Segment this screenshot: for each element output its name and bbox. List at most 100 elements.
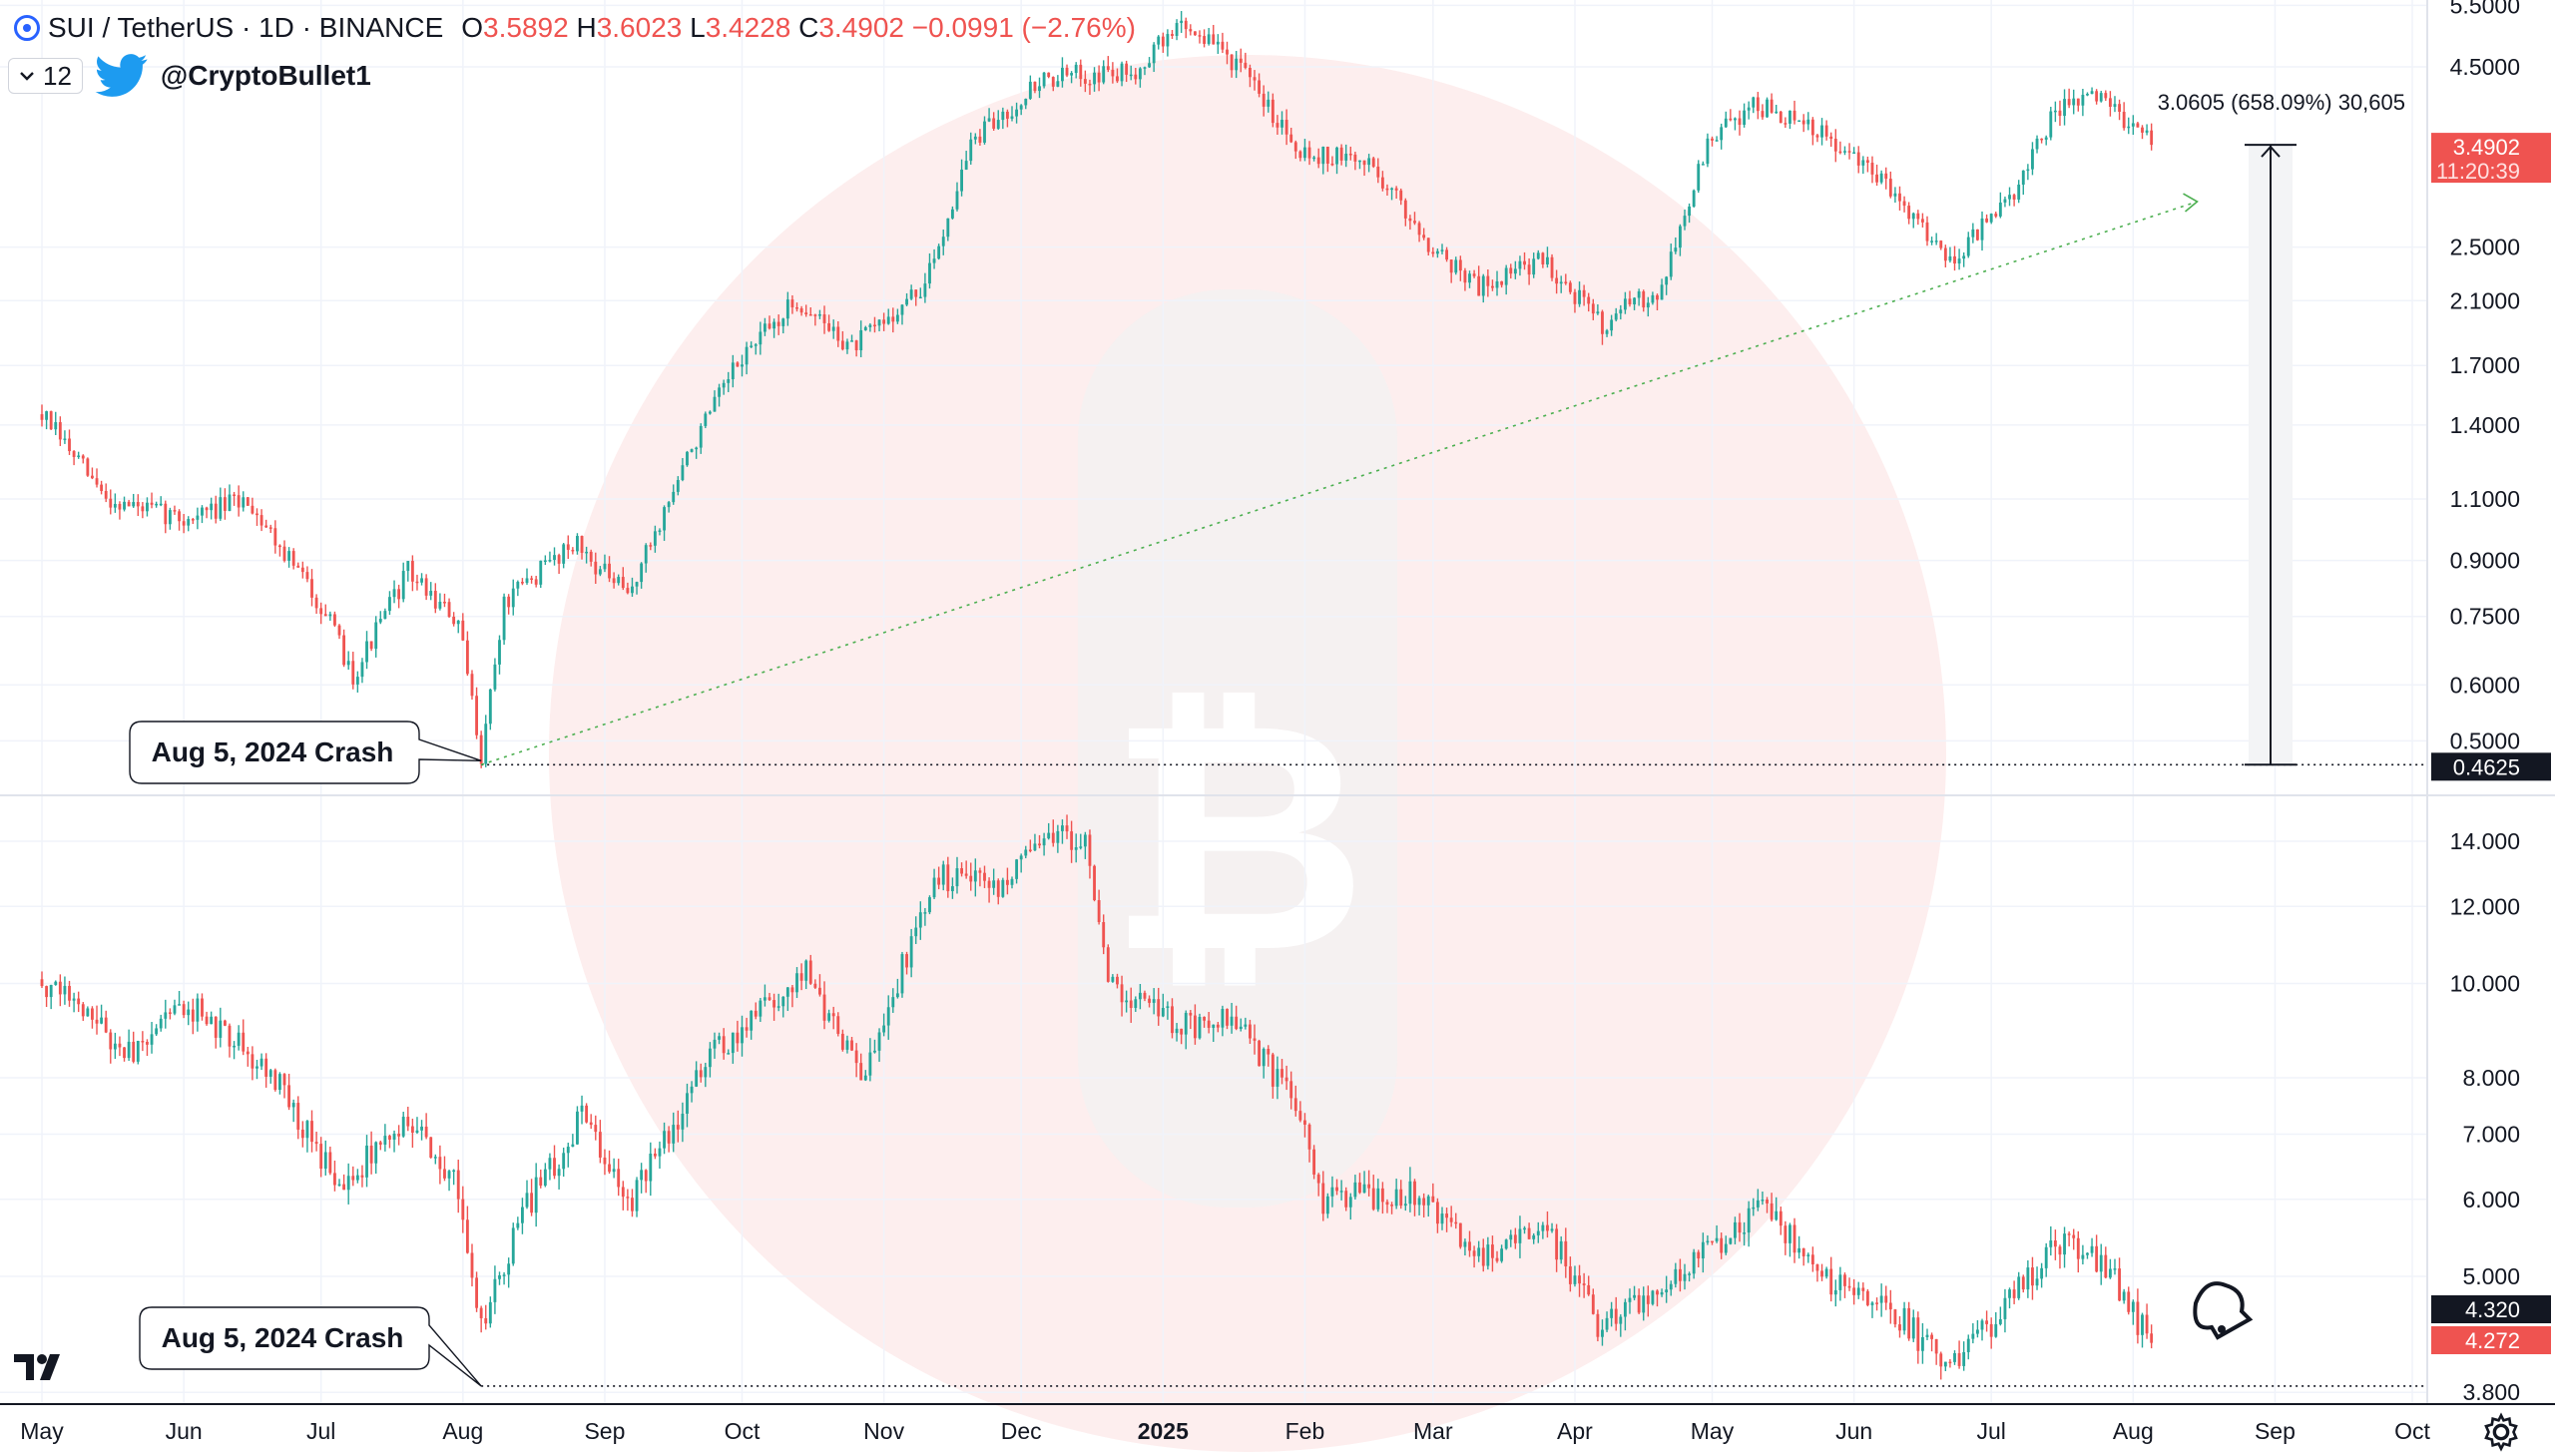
candle-body	[314, 1142, 318, 1145]
candle-body	[1120, 63, 1124, 82]
candle-body	[2063, 99, 2066, 117]
candle-body	[1207, 1020, 1211, 1028]
candle-body	[840, 1033, 844, 1050]
candle-body	[1312, 157, 1316, 160]
candle-body	[465, 640, 469, 675]
candle-body	[1532, 258, 1536, 275]
gear-icon[interactable]	[2479, 1412, 2523, 1452]
candle-body	[1166, 1006, 1170, 1008]
candle-body	[1380, 1188, 1384, 1203]
candle-body	[941, 237, 945, 246]
candle-body	[1212, 1024, 1216, 1028]
candle-body	[397, 589, 401, 600]
watermark-bullet	[1078, 289, 1397, 1208]
candle-body	[1532, 1234, 1536, 1239]
candle-body	[516, 582, 520, 589]
price-tick-label: 10.000	[2450, 970, 2520, 996]
price-tick-label: 1.1000	[2450, 486, 2520, 512]
last-price-tag	[2431, 133, 2551, 184]
candle-body	[2122, 112, 2126, 129]
candle-body	[1953, 255, 1956, 264]
candle-body	[1925, 222, 1929, 242]
candle-body	[822, 314, 826, 323]
candle-body	[1070, 831, 1074, 850]
candle-body	[649, 545, 653, 547]
candle-body	[722, 382, 726, 388]
candle-body	[1743, 1232, 1747, 1234]
candle-body	[1523, 260, 1526, 265]
candle-body	[1230, 54, 1234, 71]
candle-body	[1106, 947, 1110, 982]
change-value: −0.0991 (−2.76%)	[911, 12, 1136, 43]
candle-body	[1656, 1290, 1659, 1295]
candle-body	[1102, 66, 1106, 83]
candle-body	[1711, 138, 1714, 141]
candle-body	[653, 1153, 657, 1157]
time-axis-label: Jun	[166, 1418, 203, 1444]
candle-body	[1413, 1181, 1416, 1206]
candle-body	[351, 1176, 355, 1181]
candle-body	[86, 458, 90, 476]
candle-body	[314, 597, 318, 609]
candle-body	[319, 608, 323, 615]
tradingview-logo-icon[interactable]	[14, 1347, 70, 1392]
candle-body	[1852, 1287, 1856, 1295]
candle-body	[1307, 147, 1311, 159]
candle-body	[374, 622, 378, 650]
candle-body	[845, 1040, 849, 1050]
candle-body	[406, 1117, 410, 1127]
candle-body	[1033, 81, 1037, 92]
candle-body	[900, 304, 904, 315]
candle-body	[1249, 1024, 1252, 1039]
candle-body	[429, 1137, 433, 1159]
candle-body	[557, 555, 561, 564]
candle-body	[1706, 138, 1710, 165]
candle-body	[626, 1197, 630, 1199]
candle-body	[63, 438, 67, 441]
candle-body	[438, 1157, 442, 1170]
ratio-last-price-tag-text: 4.272	[2465, 1328, 2520, 1353]
candle-body	[187, 1009, 191, 1016]
candle-body	[1293, 1098, 1297, 1112]
candle-body	[1417, 1198, 1421, 1206]
indicators-collapse-button[interactable]: 12	[8, 58, 83, 94]
candle-body	[300, 1129, 304, 1139]
candle-body	[1916, 1317, 1920, 1351]
candle-body	[493, 1278, 497, 1302]
candle-body	[337, 1184, 341, 1187]
candle-body	[424, 1126, 428, 1138]
candle-body	[1010, 116, 1014, 119]
candle-body	[1472, 273, 1476, 276]
candle-body	[1276, 1069, 1279, 1087]
candle-body	[123, 1047, 126, 1059]
symbol-title[interactable]: SUI / TetherUS · 1D · BINANCE	[48, 12, 444, 43]
candle-body	[759, 331, 763, 345]
candle-body	[1829, 136, 1833, 139]
candle-body	[1495, 1257, 1499, 1261]
candle-body	[1335, 1187, 1338, 1192]
candle-body	[136, 502, 140, 507]
candle-body	[1943, 1361, 1947, 1367]
price-tick-label: 4.5000	[2450, 54, 2520, 80]
time-axis-label: Mar	[1413, 1418, 1453, 1444]
candle-body	[1801, 120, 1805, 125]
candle-body	[1651, 1290, 1655, 1304]
candle-body	[1962, 1351, 1966, 1366]
candle-body	[750, 1010, 754, 1031]
candle-body	[1134, 999, 1138, 1008]
candle-body	[355, 1175, 359, 1181]
candle-body	[1596, 311, 1600, 314]
candle-body	[946, 218, 950, 238]
candle-body	[1711, 1240, 1714, 1243]
candle-body	[1171, 34, 1174, 36]
candle-body	[1221, 1009, 1225, 1028]
candle-body	[1422, 235, 1426, 239]
candle-body	[424, 578, 428, 596]
candle-body	[81, 455, 85, 459]
candle-body	[631, 586, 634, 594]
candle-body	[580, 536, 584, 553]
candle-body	[507, 1263, 511, 1275]
candle-body	[1015, 859, 1019, 879]
candle-body	[1212, 34, 1216, 45]
